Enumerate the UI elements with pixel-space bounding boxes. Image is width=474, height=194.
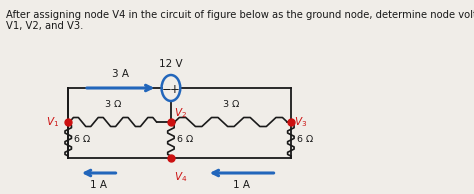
Text: 6 Ω: 6 Ω [297, 135, 313, 145]
Text: 3 Ω: 3 Ω [105, 100, 121, 109]
Text: V1, V2, and V3.: V1, V2, and V3. [6, 21, 83, 31]
Text: 6 Ω: 6 Ω [177, 135, 193, 145]
Text: $V_1$: $V_1$ [46, 115, 59, 129]
Text: 1 A: 1 A [90, 180, 107, 190]
Text: 6 Ω: 6 Ω [74, 135, 90, 145]
Text: $V_3$: $V_3$ [294, 115, 308, 129]
Text: 1 A: 1 A [233, 180, 250, 190]
Text: $V_2$: $V_2$ [174, 106, 187, 120]
Text: 12 V: 12 V [159, 59, 183, 69]
Text: +: + [170, 83, 180, 96]
Text: 3 A: 3 A [112, 69, 129, 79]
Text: $V_4$: $V_4$ [174, 170, 187, 184]
Text: After assigning node V4 in the circuit of figure below as the ground node, deter: After assigning node V4 in the circuit o… [6, 10, 474, 20]
Text: 3 Ω: 3 Ω [223, 100, 239, 109]
Text: −: − [162, 83, 172, 96]
